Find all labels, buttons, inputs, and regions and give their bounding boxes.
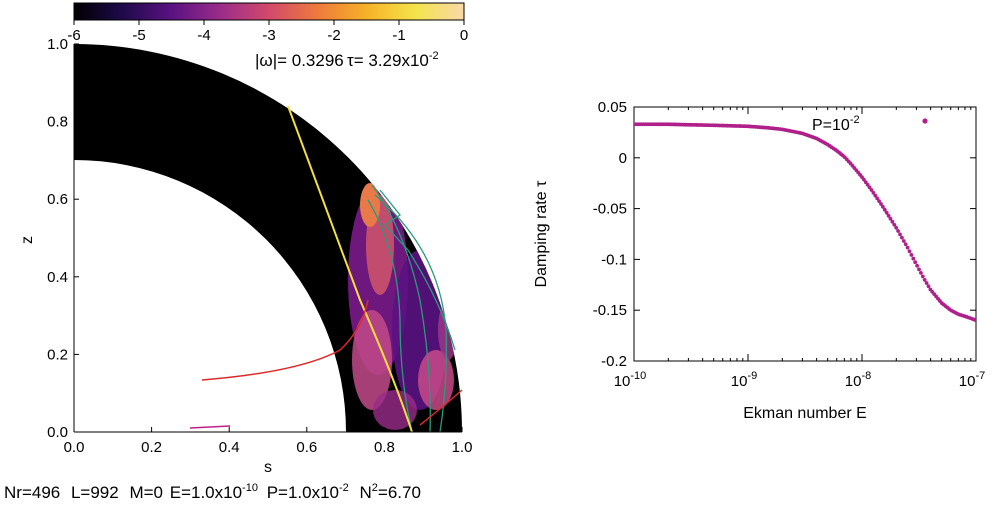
y-tick-label: -0.15 bbox=[593, 302, 627, 319]
data-point bbox=[909, 253, 914, 257]
data-points bbox=[634, 122, 976, 323]
data-point bbox=[920, 274, 925, 279]
omega-label: |ω|= 0.3296 bbox=[255, 51, 344, 70]
y-tick-label: 0.4 bbox=[47, 269, 68, 286]
x-tick-label: 10-9 bbox=[731, 370, 757, 390]
data-point bbox=[919, 270, 923, 275]
data-point bbox=[884, 210, 889, 215]
plot-frame bbox=[633, 106, 977, 362]
data-point bbox=[901, 239, 906, 243]
data-point bbox=[905, 245, 910, 250]
tau-label: τ= 3.29x10-2 bbox=[347, 50, 439, 70]
y-ticks: 0.05 0 -0.05 -0.1 -0.15 -0.2 bbox=[593, 99, 976, 370]
legend-marker bbox=[922, 118, 928, 124]
y-tick-label: 1.0 bbox=[47, 36, 68, 53]
y-tick-label: 0.6 bbox=[47, 191, 68, 208]
characteristic-line bbox=[379, 189, 456, 351]
x-axis-label: Ekman number E bbox=[743, 405, 867, 422]
data-point bbox=[892, 222, 897, 227]
x-tick-label: 10-8 bbox=[845, 370, 871, 390]
data-point bbox=[917, 267, 921, 272]
turning-surface-line bbox=[201, 299, 369, 381]
colorbar-tick-label: -1 bbox=[392, 27, 405, 44]
turning-surface-line bbox=[189, 425, 231, 429]
left-y-label: z bbox=[19, 236, 36, 244]
colorbar bbox=[73, 2, 465, 21]
data-point bbox=[890, 219, 895, 224]
characteristic-lines bbox=[367, 184, 456, 433]
y-tick-label: -0.05 bbox=[593, 201, 627, 218]
x-ticks: 10-10 10-9 10-8 10-7 bbox=[614, 107, 985, 390]
data-point bbox=[913, 260, 918, 265]
y-tick-label: 0.0 bbox=[47, 424, 68, 441]
colorbar-ticks: -6 -5 -4 -3 -2 -1 0 bbox=[67, 20, 468, 44]
x-tick-label: 10-7 bbox=[959, 370, 985, 390]
colorbar-tick-label: -3 bbox=[262, 27, 275, 44]
characteristic-line bbox=[367, 199, 413, 433]
left-x-label: s bbox=[264, 459, 272, 476]
colorbar-tick-label: -2 bbox=[327, 27, 340, 44]
colorbar-tick-label: 0 bbox=[460, 27, 468, 44]
colorbar-tick-label: -6 bbox=[67, 27, 80, 44]
y-tick-label: 0.2 bbox=[47, 346, 68, 363]
x-tick-label: 1.0 bbox=[452, 439, 473, 456]
critical-latitude-line bbox=[287, 105, 413, 433]
left-x-ticks: 0.0 0.2 0.4 0.6 0.8 1.0 bbox=[64, 427, 473, 456]
data-point bbox=[915, 263, 919, 268]
data-point bbox=[888, 216, 893, 221]
y-tick-label: -0.2 bbox=[601, 353, 627, 370]
data-point bbox=[974, 318, 976, 323]
meridional-panel: -6 -5 -4 -3 -2 -1 0 |ω|= 0.3296 τ= 3.29x10-2 bbox=[4, 2, 473, 502]
data-point bbox=[877, 199, 881, 204]
characteristic-line bbox=[371, 184, 431, 433]
x-tick-label: 0.6 bbox=[296, 439, 317, 456]
data-point bbox=[894, 225, 899, 230]
data-point bbox=[907, 249, 912, 254]
legend-label: P=10-2 bbox=[812, 114, 860, 134]
data-point bbox=[903, 242, 908, 247]
y-tick-label: 0 bbox=[619, 150, 627, 167]
data-point bbox=[911, 256, 916, 261]
y-tick-label: -0.1 bbox=[601, 251, 627, 268]
data-point bbox=[879, 202, 883, 206]
colorbar-tick-label: -5 bbox=[132, 27, 145, 44]
energy-features bbox=[348, 183, 458, 430]
y-tick-label: 0.8 bbox=[47, 114, 68, 131]
x-tick-label: 10-10 bbox=[614, 370, 647, 390]
data-point bbox=[869, 188, 874, 192]
data-point bbox=[926, 284, 931, 289]
x-tick-label: 0.0 bbox=[64, 439, 85, 456]
data-point bbox=[867, 185, 872, 190]
parameter-footer: Nr=496 L=992 M=0 E=1.0x10-10 P=1.0x10-2 … bbox=[4, 476, 421, 502]
data-point bbox=[871, 190, 876, 195]
x-tick-label: 0.8 bbox=[374, 439, 395, 456]
y-axis-label: Damping rate τ bbox=[533, 180, 550, 287]
data-point bbox=[900, 235, 904, 240]
data-point bbox=[886, 213, 891, 218]
x-tick-label: 0.2 bbox=[141, 439, 162, 456]
turning-surface-line bbox=[419, 389, 463, 426]
x-tick-label: 0.4 bbox=[219, 439, 240, 456]
y-tick-label: 0.05 bbox=[598, 99, 627, 116]
data-point bbox=[875, 196, 880, 201]
data-point bbox=[922, 277, 927, 282]
data-point bbox=[896, 229, 900, 233]
data-point bbox=[898, 232, 902, 237]
data-point bbox=[881, 204, 885, 209]
data-point bbox=[873, 193, 878, 198]
characteristic-line bbox=[374, 194, 448, 433]
colorbar-tick-label: -4 bbox=[197, 27, 210, 44]
damping-chart: 0.050-0.05-0.1-0.15-0.2 10-10 10-9 10-8 10-… bbox=[533, 99, 985, 422]
data-point bbox=[882, 207, 887, 212]
left-y-ticks: 0.0 0.2 0.4 0.6 0.8 1.0 bbox=[47, 36, 79, 441]
data-point bbox=[924, 281, 929, 285]
